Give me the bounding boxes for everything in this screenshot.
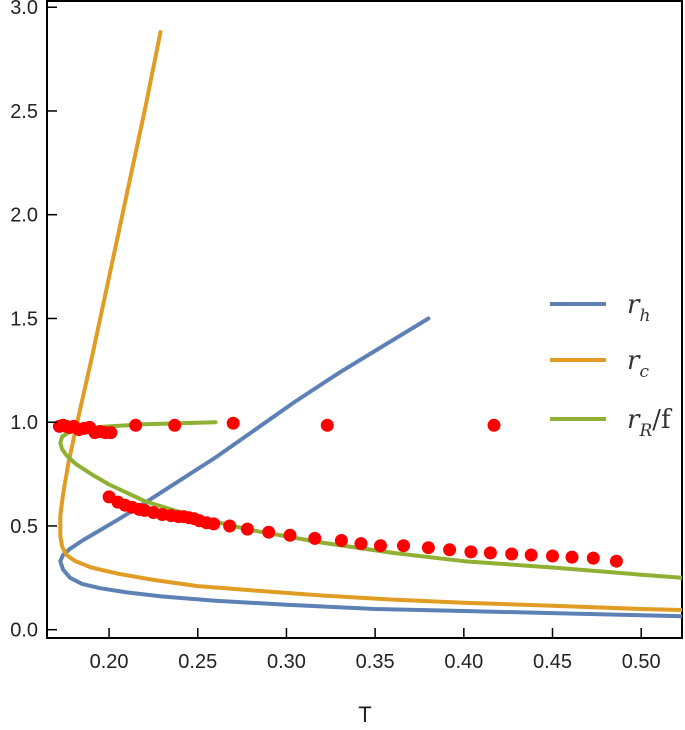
data-point (104, 426, 118, 440)
data-point (223, 519, 237, 533)
data-point (464, 545, 478, 559)
legend-label: rR/f (627, 405, 673, 441)
y-tick-label: 1.5 (10, 308, 38, 330)
points-layer (52, 416, 623, 568)
data-point (320, 418, 334, 432)
data-point (334, 534, 348, 547)
data-point (443, 543, 457, 557)
legend: rh rc rR/f (550, 290, 673, 441)
data-point (397, 539, 410, 553)
data-point (586, 551, 600, 565)
data-point (283, 528, 297, 542)
x-tick-label: 0.20 (90, 651, 129, 673)
x-tick-label: 0.50 (622, 651, 661, 673)
data-point (524, 548, 538, 562)
x-tick-label: 0.45 (533, 651, 572, 673)
legend-label: rh (627, 290, 650, 326)
x-tick-label: 0.25 (178, 651, 217, 673)
data-point (505, 547, 519, 561)
data-point (129, 418, 143, 432)
data-point (374, 539, 387, 553)
ticks-layer: 0.20 0.25 0.30 0.35 0.40 0.45 0.50 0.0 0.5 1.0 1.5… (10, 0, 660, 673)
x-tick-label: 0.40 (444, 651, 483, 673)
data-point (226, 416, 240, 430)
data-point (168, 418, 182, 432)
series-line-r-c (58, 30, 682, 612)
data-point (354, 537, 368, 551)
y-tick-label: 0.0 (10, 620, 38, 642)
series-line-r-h (58, 316, 682, 619)
y-tick-label: 3.0 (10, 0, 38, 19)
y-tick-label: 2.5 (10, 101, 38, 123)
data-point (262, 525, 276, 539)
plot-frame (46, 0, 683, 639)
data-point (609, 554, 623, 568)
data-point (565, 550, 579, 564)
data-point (483, 546, 497, 560)
y-tick-label: 1.0 (10, 412, 38, 434)
y-tick-label: 2.0 (10, 205, 38, 227)
data-point (487, 418, 501, 432)
data-point (207, 517, 221, 531)
data-point (546, 549, 559, 563)
x-tick-label: 0.35 (356, 651, 395, 673)
data-point (308, 531, 322, 545)
data-point (240, 522, 254, 536)
x-tick-label: 0.30 (267, 651, 306, 673)
series-layer (58, 30, 682, 619)
data-point (421, 541, 435, 555)
y-tick-label: 0.5 (10, 516, 38, 538)
legend-label: rc (627, 346, 649, 382)
x-axis-title: T (358, 702, 371, 727)
